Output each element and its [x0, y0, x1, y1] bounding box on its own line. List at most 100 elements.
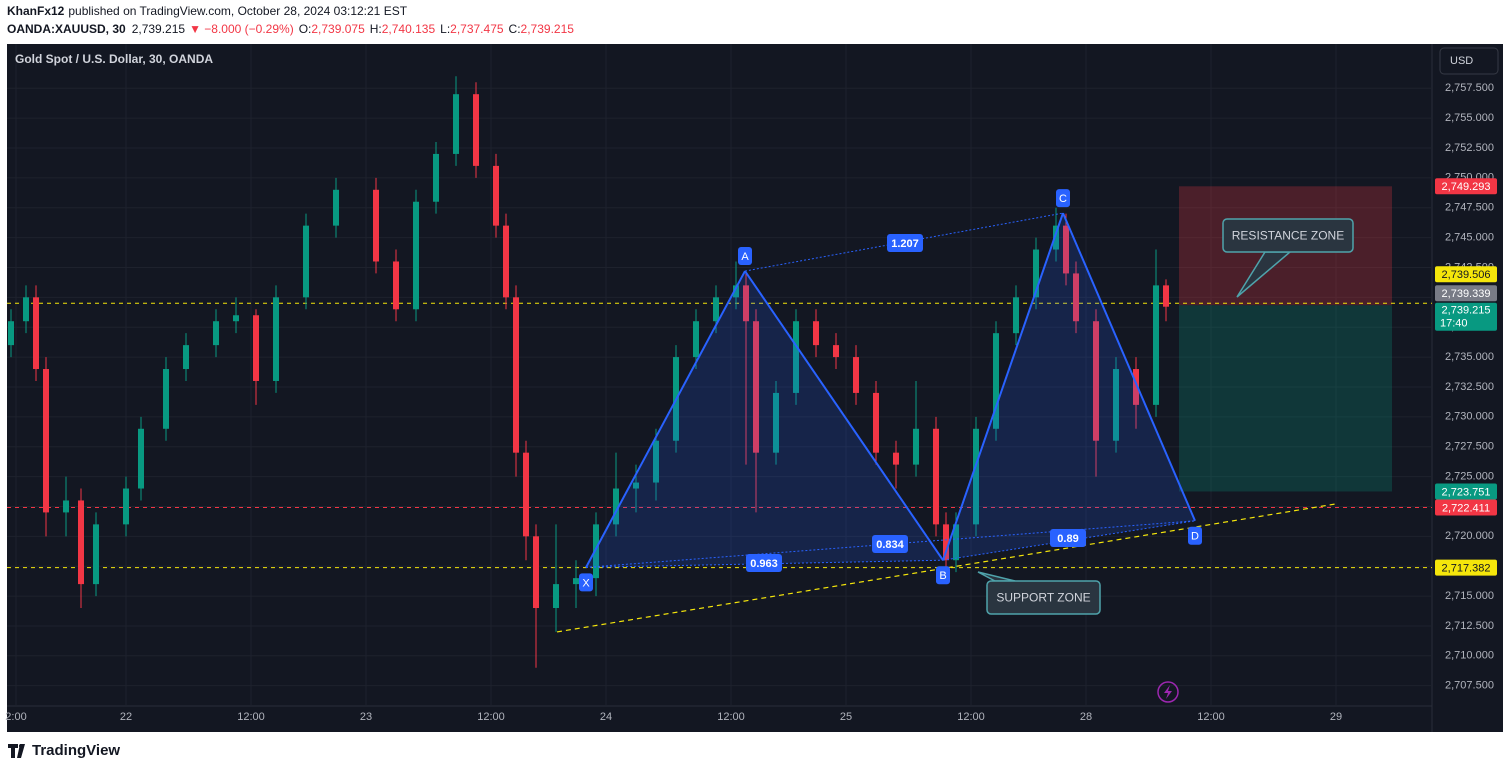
candle-body — [713, 297, 719, 322]
pattern-leg — [942, 212, 1064, 561]
price-badge-label: 2,717.382 — [1442, 563, 1491, 575]
alert-bolt — [1164, 685, 1172, 699]
pattern-point-label: C — [1059, 193, 1067, 205]
y-tick-label: 2,710.000 — [1445, 650, 1494, 662]
x-tick-label: 28 — [1080, 711, 1092, 723]
candle-body — [913, 428, 919, 465]
candle-body — [93, 524, 99, 585]
price-badge — [1435, 178, 1497, 195]
y-tick-label: 2,755.000 — [1445, 112, 1494, 124]
x-tick-label: 22 — [120, 711, 132, 723]
candle-body — [613, 488, 619, 525]
footer-brand: TradingView — [32, 742, 120, 759]
candle-body — [273, 297, 279, 381]
candle-body — [303, 225, 309, 298]
pattern-fill — [943, 213, 1195, 561]
ratio-badge — [1050, 529, 1086, 547]
pattern-point — [1056, 189, 1070, 208]
pattern-leg — [585, 270, 746, 568]
ratio-label: 1.207 — [891, 238, 919, 250]
candle-body — [833, 345, 839, 358]
price-badge-label: 2,749.293 — [1442, 181, 1491, 193]
alert-icon[interactable] — [1157, 681, 1179, 703]
candle-body — [953, 524, 959, 561]
publisher: KhanFx12 — [7, 4, 65, 18]
candle-body — [793, 321, 799, 393]
candle-body — [513, 297, 519, 453]
candle-body — [213, 321, 219, 346]
change: ▼ −8.000 (−0.29%) — [189, 22, 294, 36]
candle-body — [233, 315, 239, 322]
ratio-label: 0.963 — [750, 558, 778, 570]
y-tick-label: 2,730.000 — [1445, 411, 1494, 423]
candle-body — [573, 578, 579, 585]
pattern-point — [936, 566, 950, 585]
candle-body — [183, 345, 189, 370]
pattern-leg — [1062, 212, 1196, 522]
open-label: O: — [299, 22, 312, 36]
x-tick-label: 25 — [840, 711, 852, 723]
candle-body — [333, 189, 339, 226]
callout-label: RESISTANCE ZONE — [1232, 229, 1344, 243]
candle-body — [733, 285, 739, 298]
x-tick-label: 12:00 — [477, 711, 505, 723]
candle-body — [1153, 285, 1159, 405]
y-tick-label: 2,745.000 — [1445, 231, 1494, 243]
currency-button[interactable] — [1439, 47, 1499, 75]
candle-body — [1133, 369, 1139, 405]
close-label: C: — [509, 22, 521, 36]
candle-body — [138, 428, 144, 489]
candle-body — [433, 153, 439, 202]
candle-body — [393, 261, 399, 310]
candle-body — [553, 584, 559, 609]
pattern-point-label: A — [741, 251, 749, 263]
quote-line: OANDA:XAUUSD, 30 2,739.215 ▼ −8.000 (−0.29… — [7, 22, 574, 36]
pattern-point — [1188, 526, 1202, 545]
pattern-leg — [744, 270, 944, 561]
candle-body — [1063, 225, 1069, 274]
last: 2,739.215 — [132, 22, 186, 36]
countdown: 17:40 — [1440, 318, 1468, 330]
candle-body — [853, 357, 859, 393]
x-tick-label: 12:00 — [717, 711, 745, 723]
close: 2,739.215 — [521, 22, 575, 36]
candle-body — [523, 452, 529, 537]
candle-body — [1053, 225, 1059, 250]
candle-body — [753, 321, 759, 453]
y-tick-label: 2,757.500 — [1445, 82, 1494, 94]
y-tick-label: 2,747.500 — [1445, 202, 1494, 214]
candle-body — [1113, 369, 1119, 441]
x-tick-label: 12:00 — [237, 711, 265, 723]
low: 2,737.475 — [450, 22, 504, 36]
candle-body — [23, 297, 29, 322]
x-tick-label: 23 — [360, 711, 372, 723]
pattern-point-label: D — [1191, 531, 1199, 543]
price-badge-label: 2,722.411 — [1442, 502, 1490, 514]
candle-body — [973, 428, 979, 525]
candle-body — [43, 369, 49, 513]
y-tick-label: 2,735.000 — [1445, 351, 1494, 363]
high: 2,740.135 — [382, 22, 436, 36]
candle-body — [533, 536, 539, 609]
candle-body — [453, 94, 459, 154]
candle-body — [493, 165, 499, 226]
target-zone — [1179, 305, 1392, 492]
currency-label: USD — [1450, 55, 1473, 67]
candle-body — [933, 428, 939, 525]
candle-body — [373, 189, 379, 262]
candle-body — [78, 500, 84, 585]
callout-label: SUPPORT ZONE — [996, 591, 1090, 605]
candle-body — [1033, 249, 1039, 298]
y-tick-label: 2,720.000 — [1445, 530, 1494, 542]
candle-body — [1093, 321, 1099, 441]
symbol: OANDA:XAUUSD, 30 — [7, 22, 126, 36]
candle-body — [813, 321, 819, 346]
ratio-label: 0.834 — [876, 539, 904, 551]
pattern-point-label: X — [582, 577, 590, 589]
y-tick-label: 2,715.000 — [1445, 590, 1494, 602]
y-tick-label: 2,727.500 — [1445, 441, 1494, 453]
candle-body — [593, 524, 599, 579]
candle-body — [1013, 297, 1019, 334]
price-badge — [1435, 559, 1497, 576]
